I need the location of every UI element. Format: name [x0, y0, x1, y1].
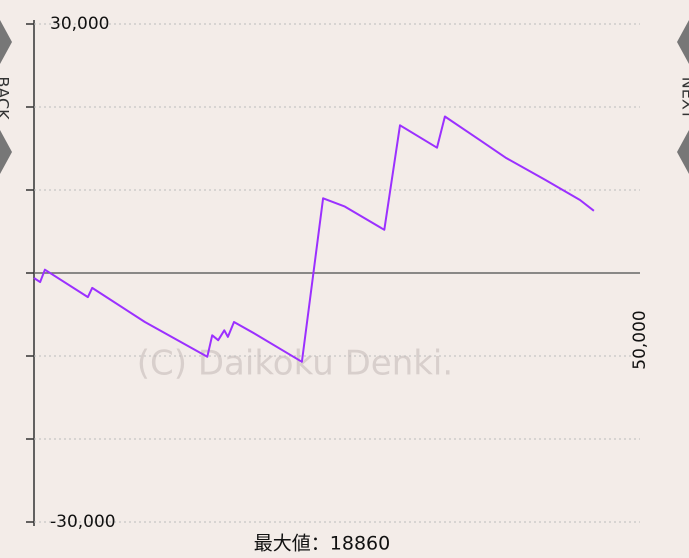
next-button[interactable]: NEXT [679, 77, 689, 120]
back-button[interactable]: BACK [0, 76, 13, 120]
max-value-note: 最大値：18860 [254, 533, 390, 555]
x-tick-label: 50,000 [630, 310, 650, 369]
next-arrow[interactable] [677, 20, 689, 174]
y-tick-label: -30,000 [50, 512, 116, 532]
y-tick-label: 30,000 [50, 14, 109, 34]
data-line [33, 115, 595, 363]
watermark: (C) Daikoku Denki. [137, 344, 453, 384]
back-arrow[interactable] [0, 20, 12, 174]
